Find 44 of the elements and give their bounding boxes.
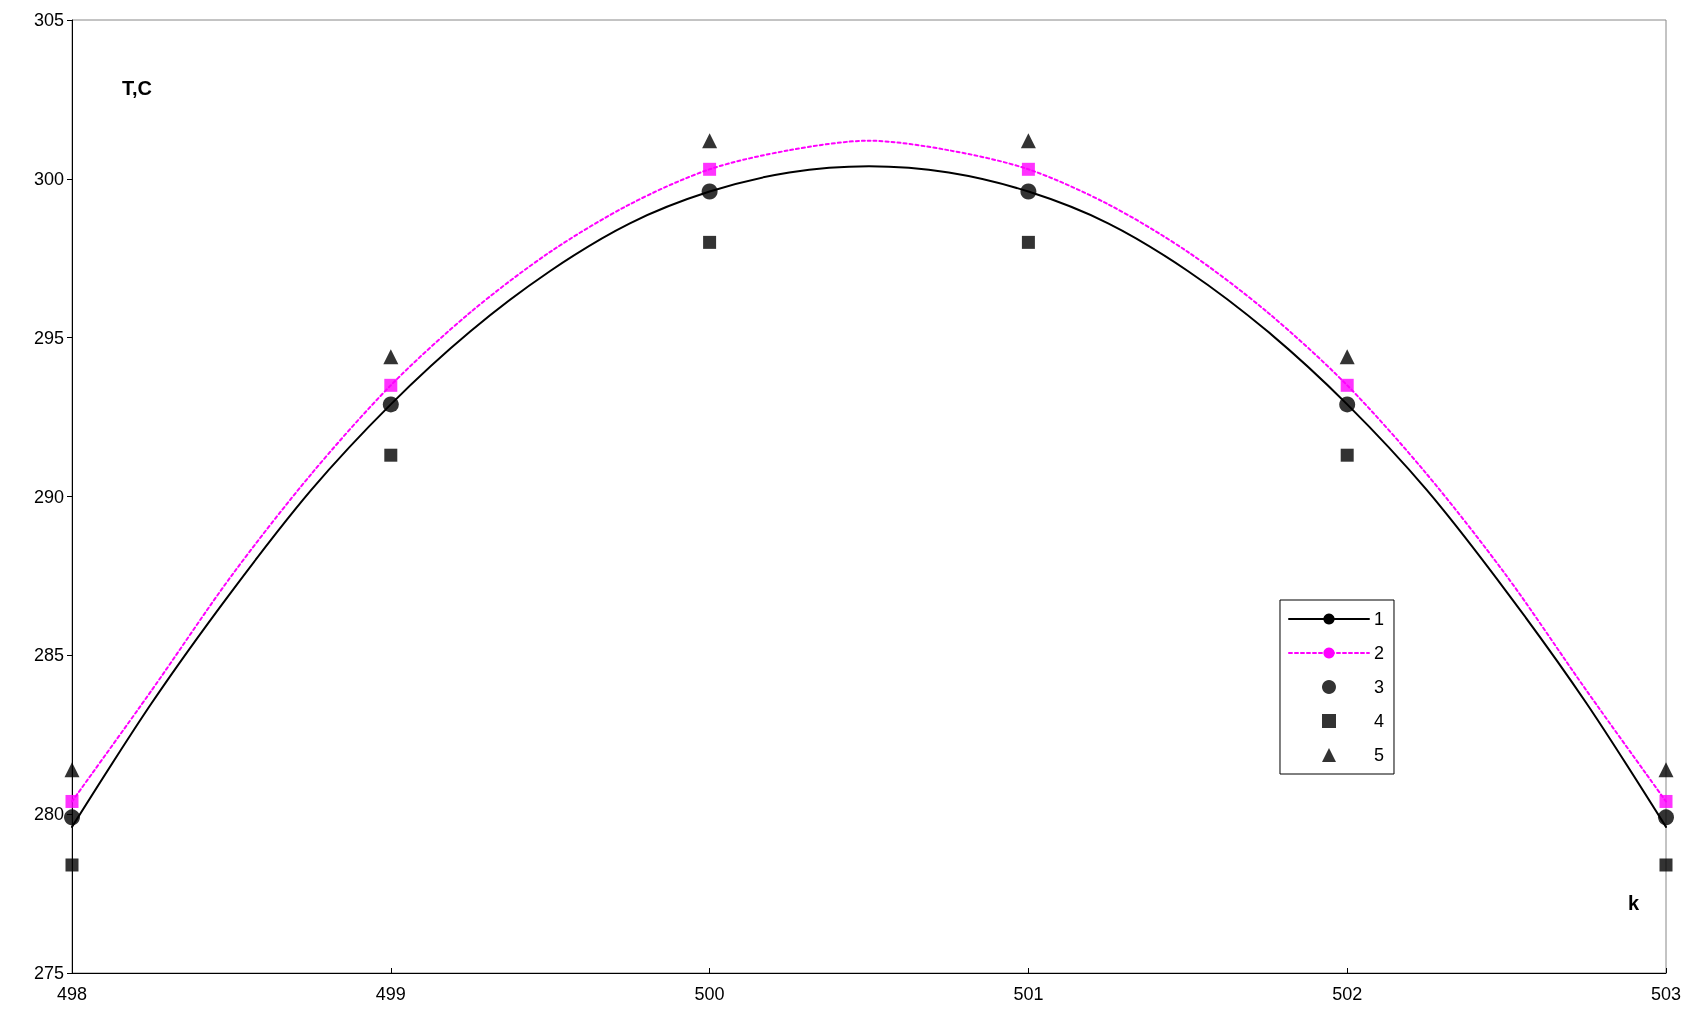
point	[703, 235, 717, 249]
point	[65, 858, 79, 872]
y-tick-label: 300	[33, 168, 64, 189]
point	[1339, 396, 1356, 413]
y-axis-title: T,C	[122, 77, 152, 99]
point	[1340, 378, 1354, 392]
y-tick-label: 280	[33, 804, 64, 825]
point	[1658, 809, 1674, 826]
point	[65, 794, 79, 808]
y-tick-label: 285	[33, 645, 64, 666]
point	[64, 809, 80, 826]
point	[702, 133, 718, 149]
point	[703, 162, 717, 176]
x-tick-label: 502	[1332, 984, 1363, 1004]
point	[1339, 349, 1355, 365]
legend-label: 1	[1373, 609, 1384, 629]
point	[1340, 448, 1354, 462]
x-tick-label: 499	[375, 984, 406, 1004]
x-tick-label: 498	[56, 984, 88, 1004]
x-tick-label: 500	[694, 984, 725, 1004]
point	[382, 396, 399, 413]
legend-label: 5	[1373, 745, 1384, 765]
point	[701, 183, 718, 200]
x-axis-title: k	[1627, 892, 1640, 914]
y-tick-label: 295	[33, 327, 64, 348]
y-tick-label: 305	[33, 10, 64, 30]
point	[384, 448, 398, 462]
y-tick-label: 275	[33, 963, 64, 983]
point	[1659, 794, 1673, 808]
legend-label: 3	[1373, 677, 1384, 697]
x-tick-label: 503	[1650, 984, 1682, 1004]
legend-label: 2	[1373, 643, 1384, 663]
point	[1020, 133, 1036, 149]
x-tick-label: 501	[1013, 984, 1044, 1004]
point	[383, 349, 399, 365]
point	[1021, 235, 1035, 249]
legend-label: 4	[1373, 711, 1384, 731]
point	[1658, 762, 1674, 778]
point	[1659, 858, 1673, 872]
point	[384, 378, 398, 392]
y-tick-label: 290	[33, 486, 64, 507]
point	[64, 762, 80, 778]
point	[1020, 183, 1037, 200]
point	[1021, 162, 1035, 176]
